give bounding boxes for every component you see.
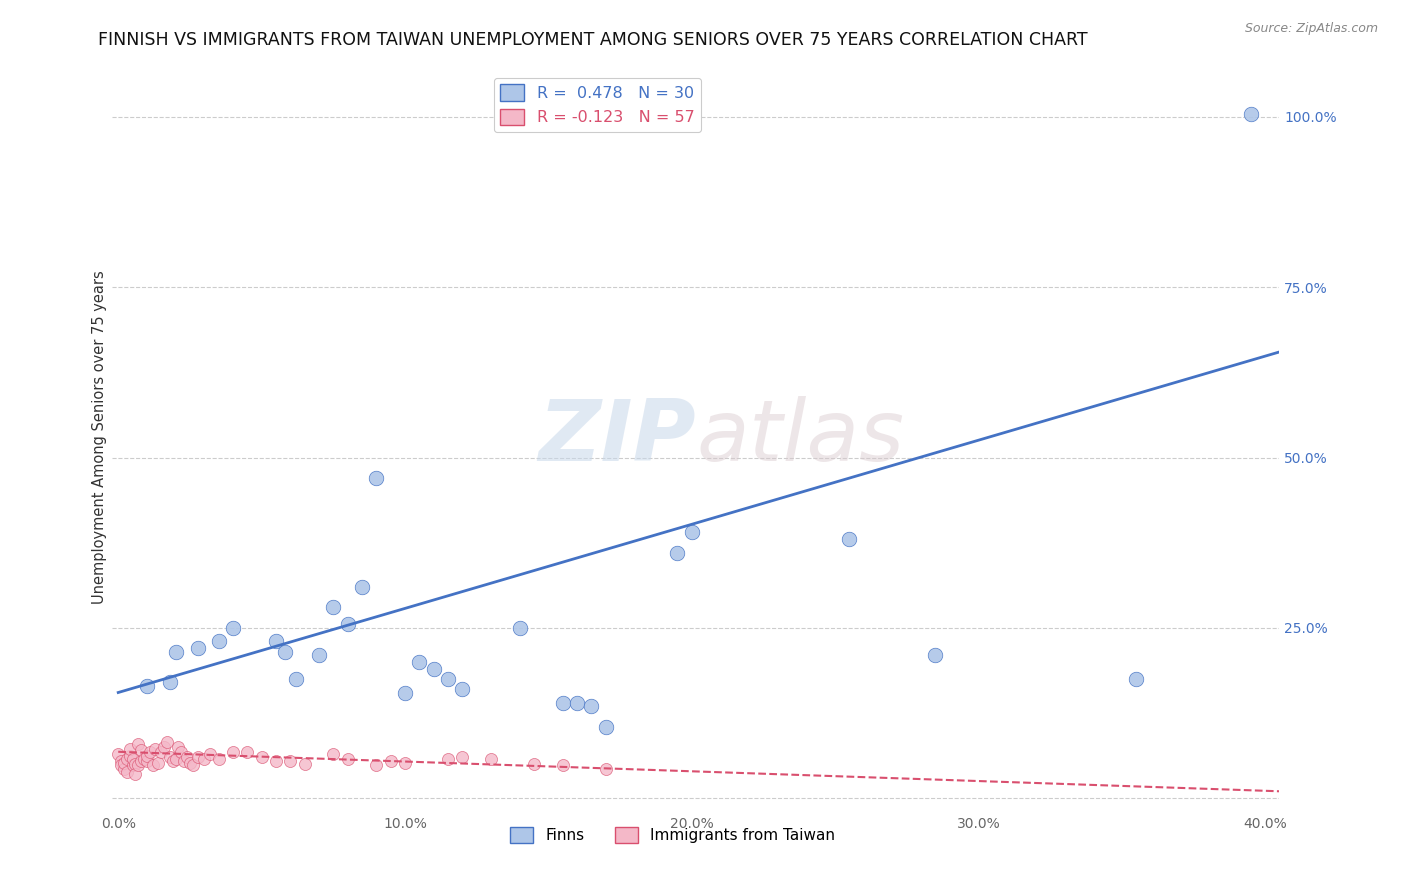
Point: [308, 648, 330, 662]
Point: [173, 754, 195, 768]
Point: [408, 655, 430, 669]
Point: [115, 751, 138, 765]
Point: [150, 745, 173, 759]
Point: [523, 757, 546, 772]
Point: [422, 662, 444, 676]
Point: [112, 756, 135, 770]
Text: ZIP: ZIP: [538, 395, 696, 479]
Legend: Finns, Immigrants from Taiwan: Finns, Immigrants from Taiwan: [503, 821, 841, 849]
Y-axis label: Unemployment Among Seniors over 75 years: Unemployment Among Seniors over 75 years: [91, 270, 107, 604]
Point: [595, 720, 617, 734]
Point: [437, 672, 460, 686]
Point: [135, 748, 157, 763]
Point: [159, 675, 181, 690]
Point: [170, 745, 193, 759]
Point: [132, 751, 155, 765]
Point: [165, 645, 187, 659]
Point: [336, 617, 359, 632]
Point: [681, 525, 703, 540]
Point: [181, 758, 204, 772]
Point: [129, 754, 152, 768]
Point: [838, 533, 860, 547]
Point: [135, 679, 157, 693]
Point: [451, 750, 474, 764]
Point: [924, 648, 946, 662]
Point: [551, 696, 574, 710]
Point: [165, 751, 187, 765]
Text: atlas: atlas: [696, 395, 904, 479]
Point: [187, 641, 209, 656]
Point: [222, 745, 245, 759]
Point: [264, 634, 287, 648]
Point: [121, 751, 143, 765]
Point: [112, 763, 135, 777]
Point: [294, 757, 316, 772]
Point: [565, 696, 588, 710]
Point: [285, 672, 308, 686]
Point: [110, 758, 132, 772]
Point: [264, 754, 287, 768]
Point: [437, 751, 460, 765]
Point: [509, 621, 531, 635]
Point: [179, 756, 201, 770]
Point: [156, 735, 179, 749]
Point: [127, 758, 149, 772]
Point: [142, 758, 165, 772]
Point: [118, 748, 141, 763]
Point: [581, 699, 603, 714]
Point: [322, 600, 344, 615]
Point: [451, 682, 474, 697]
Point: [198, 747, 221, 761]
Point: [380, 754, 402, 768]
Point: [176, 750, 198, 764]
Point: [167, 739, 190, 754]
Point: [153, 739, 176, 754]
Point: [135, 754, 157, 768]
Point: [551, 758, 574, 772]
Point: [595, 763, 617, 777]
Point: [193, 751, 215, 765]
Point: [479, 751, 502, 765]
Point: [118, 742, 141, 756]
Point: [366, 471, 388, 485]
Point: [1240, 106, 1263, 120]
Point: [250, 750, 273, 764]
Point: [124, 767, 146, 781]
Point: [273, 645, 295, 659]
Text: FINNISH VS IMMIGRANTS FROM TAIWAN UNEMPLOYMENT AMONG SENIORS OVER 75 YEARS CORRE: FINNISH VS IMMIGRANTS FROM TAIWAN UNEMPL…: [98, 31, 1088, 49]
Point: [666, 546, 689, 560]
Point: [162, 754, 184, 768]
Point: [207, 751, 229, 765]
Point: [350, 580, 373, 594]
Text: Source: ZipAtlas.com: Source: ZipAtlas.com: [1244, 22, 1378, 36]
Point: [322, 747, 344, 761]
Point: [278, 754, 301, 768]
Point: [1125, 672, 1147, 686]
Point: [236, 745, 259, 759]
Point: [366, 758, 388, 772]
Point: [159, 750, 181, 764]
Point: [127, 737, 149, 751]
Point: [121, 758, 143, 772]
Point: [145, 742, 167, 756]
Point: [336, 751, 359, 765]
Point: [110, 754, 132, 768]
Point: [222, 621, 245, 635]
Point: [207, 634, 229, 648]
Point: [139, 745, 162, 759]
Point: [394, 756, 416, 770]
Point: [107, 747, 129, 761]
Point: [148, 756, 170, 770]
Point: [129, 743, 152, 757]
Point: [187, 750, 209, 764]
Point: [124, 757, 146, 772]
Point: [115, 765, 138, 780]
Point: [394, 685, 416, 699]
